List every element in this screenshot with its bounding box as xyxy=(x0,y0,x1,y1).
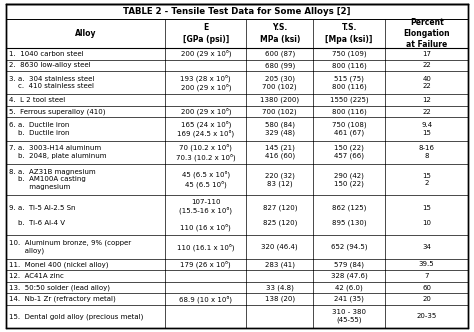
Text: 290 (42)
150 (22): 290 (42) 150 (22) xyxy=(334,172,364,187)
Text: 45 (6.5 x 10⁶)
45 (6.5 10⁶): 45 (6.5 x 10⁶) 45 (6.5 10⁶) xyxy=(182,171,230,188)
Text: Percent
Elongation
at Failure: Percent Elongation at Failure xyxy=(403,18,450,49)
Text: E
[GPa (psi)]: E [GPa (psi)] xyxy=(182,24,229,43)
Text: 5.  Ferrous superalloy (410): 5. Ferrous superalloy (410) xyxy=(9,108,106,115)
Text: T.S.
[Mpa (ksi)]: T.S. [Mpa (ksi)] xyxy=(326,24,373,43)
Text: 7: 7 xyxy=(424,273,429,279)
Text: 40
22: 40 22 xyxy=(422,76,431,89)
Text: 68.9 (10 x 10⁶): 68.9 (10 x 10⁶) xyxy=(179,295,232,303)
Text: 42 (6.0): 42 (6.0) xyxy=(335,284,363,291)
Text: 138 (20): 138 (20) xyxy=(265,296,295,302)
Text: 110 (16.1 x 10⁶): 110 (16.1 x 10⁶) xyxy=(177,243,235,251)
Text: 14.  Nb-1 Zr (refractory metal): 14. Nb-1 Zr (refractory metal) xyxy=(9,296,116,302)
Text: 145 (21)
416 (60): 145 (21) 416 (60) xyxy=(265,145,295,159)
Text: 515 (75)
800 (116): 515 (75) 800 (116) xyxy=(332,75,366,90)
Text: 310 - 380
(45-55): 310 - 380 (45-55) xyxy=(332,309,366,323)
Text: 150 (22)
457 (66): 150 (22) 457 (66) xyxy=(334,145,364,159)
Text: 107-110
(15.5-16 x 10⁶)

110 (16 x 10⁶): 107-110 (15.5-16 x 10⁶) 110 (16 x 10⁶) xyxy=(179,199,232,231)
Text: 22: 22 xyxy=(422,62,431,68)
Text: 9.4
15: 9.4 15 xyxy=(421,122,432,136)
Text: 827 (120)

825 (120): 827 (120) 825 (120) xyxy=(263,204,297,226)
Text: 11.  Monel 400 (nickel alloy): 11. Monel 400 (nickel alloy) xyxy=(9,261,109,268)
Text: 580 (84)
329 (48): 580 (84) 329 (48) xyxy=(265,122,295,136)
Text: 800 (116): 800 (116) xyxy=(332,62,366,69)
Text: Alloy: Alloy xyxy=(75,29,96,38)
Text: 328 (47.6): 328 (47.6) xyxy=(331,273,367,279)
Text: 750 (109): 750 (109) xyxy=(332,50,366,57)
Text: TABLE 2 - Tensile Test Data for Some Alloys [2]: TABLE 2 - Tensile Test Data for Some All… xyxy=(123,7,351,16)
Text: 3. a.  304 stainless steel
    c.  410 stainless steel: 3. a. 304 stainless steel c. 410 stainle… xyxy=(9,76,95,89)
Text: 320 (46.4): 320 (46.4) xyxy=(262,244,298,250)
Text: 220 (32)
83 (12): 220 (32) 83 (12) xyxy=(265,172,295,187)
Text: 70 (10.2 x 10⁶)
70.3 (10.2 x 10⁶): 70 (10.2 x 10⁶) 70.3 (10.2 x 10⁶) xyxy=(176,144,236,160)
Text: 15.  Dental gold alloy (precious metal): 15. Dental gold alloy (precious metal) xyxy=(9,313,144,320)
Text: 283 (41): 283 (41) xyxy=(265,261,295,268)
Text: 13.  50:50 solder (lead alloy): 13. 50:50 solder (lead alloy) xyxy=(9,284,110,291)
Text: 241 (35): 241 (35) xyxy=(334,296,364,302)
Text: 17: 17 xyxy=(422,51,431,57)
Text: 12.  AC41A zinc: 12. AC41A zinc xyxy=(9,273,64,279)
Text: 750 (108)
461 (67): 750 (108) 461 (67) xyxy=(332,122,366,136)
Text: 165 (24 x 10⁶)
169 (24.5 x 10⁶): 165 (24 x 10⁶) 169 (24.5 x 10⁶) xyxy=(177,121,234,137)
Text: 600 (87): 600 (87) xyxy=(264,50,295,57)
Text: 862 (125)

895 (130): 862 (125) 895 (130) xyxy=(332,204,366,226)
Text: 33 (4.8): 33 (4.8) xyxy=(266,284,294,291)
Text: 700 (102): 700 (102) xyxy=(263,108,297,115)
Text: 200 (29 x 10⁶): 200 (29 x 10⁶) xyxy=(181,50,231,57)
Text: 680 (99): 680 (99) xyxy=(264,62,295,69)
Text: 205 (30)
700 (102): 205 (30) 700 (102) xyxy=(263,75,297,90)
Text: 20: 20 xyxy=(422,296,431,302)
Text: 193 (28 x 10⁶)
200 (29 x 10⁶): 193 (28 x 10⁶) 200 (29 x 10⁶) xyxy=(181,74,231,91)
Text: 34: 34 xyxy=(422,244,431,250)
Text: 800 (116): 800 (116) xyxy=(332,108,366,115)
Text: 579 (84): 579 (84) xyxy=(334,261,364,268)
Text: 8-16
8: 8-16 8 xyxy=(419,145,435,159)
Text: 15

10: 15 10 xyxy=(422,205,431,226)
Text: 6. a.  Ductile iron
    b.  Ductile iron: 6. a. Ductile iron b. Ductile iron xyxy=(9,122,70,136)
Text: 179 (26 x 10⁶): 179 (26 x 10⁶) xyxy=(181,261,231,268)
Text: 1380 (200): 1380 (200) xyxy=(260,97,300,103)
Text: 4.  L 2 tool steel: 4. L 2 tool steel xyxy=(9,97,66,103)
Text: 9. a.  Ti-5 Al-2.5 Sn

    b.  Ti-6 Al-4 V: 9. a. Ti-5 Al-2.5 Sn b. Ti-6 Al-4 V xyxy=(9,205,76,226)
Text: 60: 60 xyxy=(422,285,431,290)
Text: 39.5: 39.5 xyxy=(419,261,435,267)
Text: 22: 22 xyxy=(422,109,431,115)
Text: 10.  Aluminum bronze, 9% (copper
       alloy): 10. Aluminum bronze, 9% (copper alloy) xyxy=(9,240,132,254)
Text: 12: 12 xyxy=(422,97,431,103)
Text: 200 (29 x 10⁶): 200 (29 x 10⁶) xyxy=(181,108,231,115)
Text: 8. a.  AZ31B magnesium
    b.  AM100A casting
         magnesium: 8. a. AZ31B magnesium b. AM100A casting … xyxy=(9,169,96,190)
Text: Y.S.
MPa (ksi): Y.S. MPa (ksi) xyxy=(260,24,300,43)
Text: 652 (94.5): 652 (94.5) xyxy=(331,244,367,250)
Text: 2.  8630 low-alloy steel: 2. 8630 low-alloy steel xyxy=(9,62,91,68)
Text: 7. a.  3003-H14 aluminum
    b.  2048, plate aluminum: 7. a. 3003-H14 aluminum b. 2048, plate a… xyxy=(9,145,107,159)
Text: 1.  1040 carbon steel: 1. 1040 carbon steel xyxy=(9,51,84,57)
Text: 1550 (225): 1550 (225) xyxy=(330,97,368,103)
Text: 20-35: 20-35 xyxy=(417,313,437,319)
Text: 15
2: 15 2 xyxy=(422,173,431,186)
